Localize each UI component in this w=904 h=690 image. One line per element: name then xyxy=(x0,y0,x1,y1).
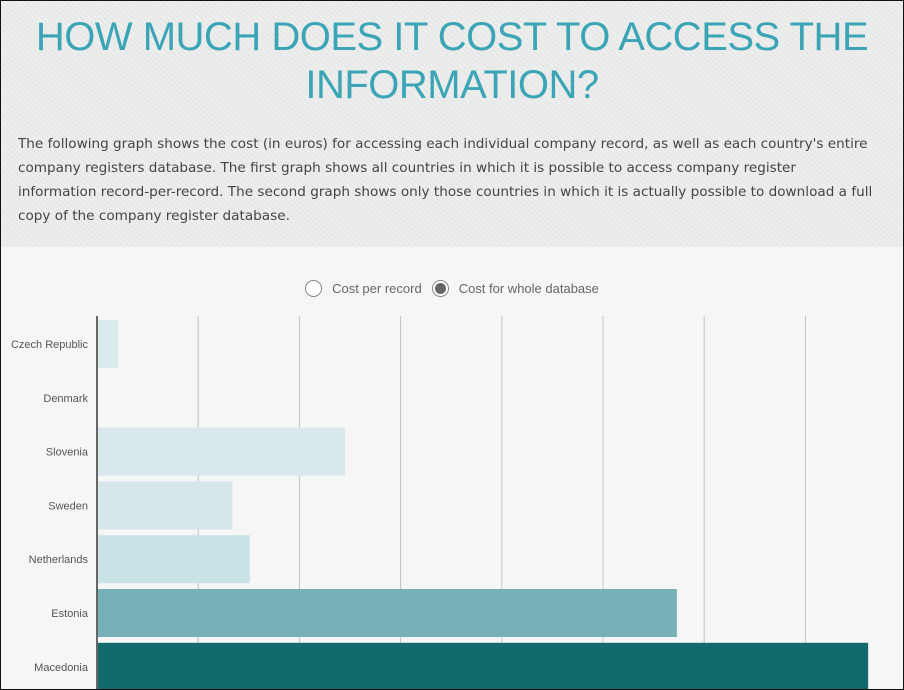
header: HOW MUCH DOES IT COST TO ACCESS THE INFO… xyxy=(1,1,903,247)
bar xyxy=(97,642,869,689)
bar xyxy=(97,481,233,530)
option-label: Cost per record xyxy=(332,281,422,296)
option-label: Cost for whole database xyxy=(458,281,599,296)
page-title: HOW MUCH DOES IT COST TO ACCESS THE INFO… xyxy=(35,15,869,107)
y-tick-label: Estonia xyxy=(51,608,89,620)
y-tick-label: Denmark xyxy=(43,393,88,405)
y-tick-label: Macedonia xyxy=(34,662,89,674)
y-tick-label: Slovenia xyxy=(46,447,89,459)
option-cost-per-record[interactable]: Cost per record xyxy=(305,280,422,297)
radio-unchecked-icon[interactable] xyxy=(305,280,323,297)
bar xyxy=(97,320,119,368)
chart-mode-toggle: Cost per record Cost for whole database xyxy=(1,280,903,297)
radio-checked-icon[interactable] xyxy=(431,280,449,297)
bar xyxy=(97,427,345,476)
y-tick-label: Sweden xyxy=(48,500,88,512)
intro-text: The following graph shows the cost (in e… xyxy=(18,136,873,224)
option-cost-whole-database[interactable]: Cost for whole database xyxy=(431,280,599,297)
bar xyxy=(97,589,677,637)
bar xyxy=(97,535,250,584)
y-tick-label: Czech Republic xyxy=(11,339,89,351)
y-tick-label: Netherlands xyxy=(29,554,89,566)
